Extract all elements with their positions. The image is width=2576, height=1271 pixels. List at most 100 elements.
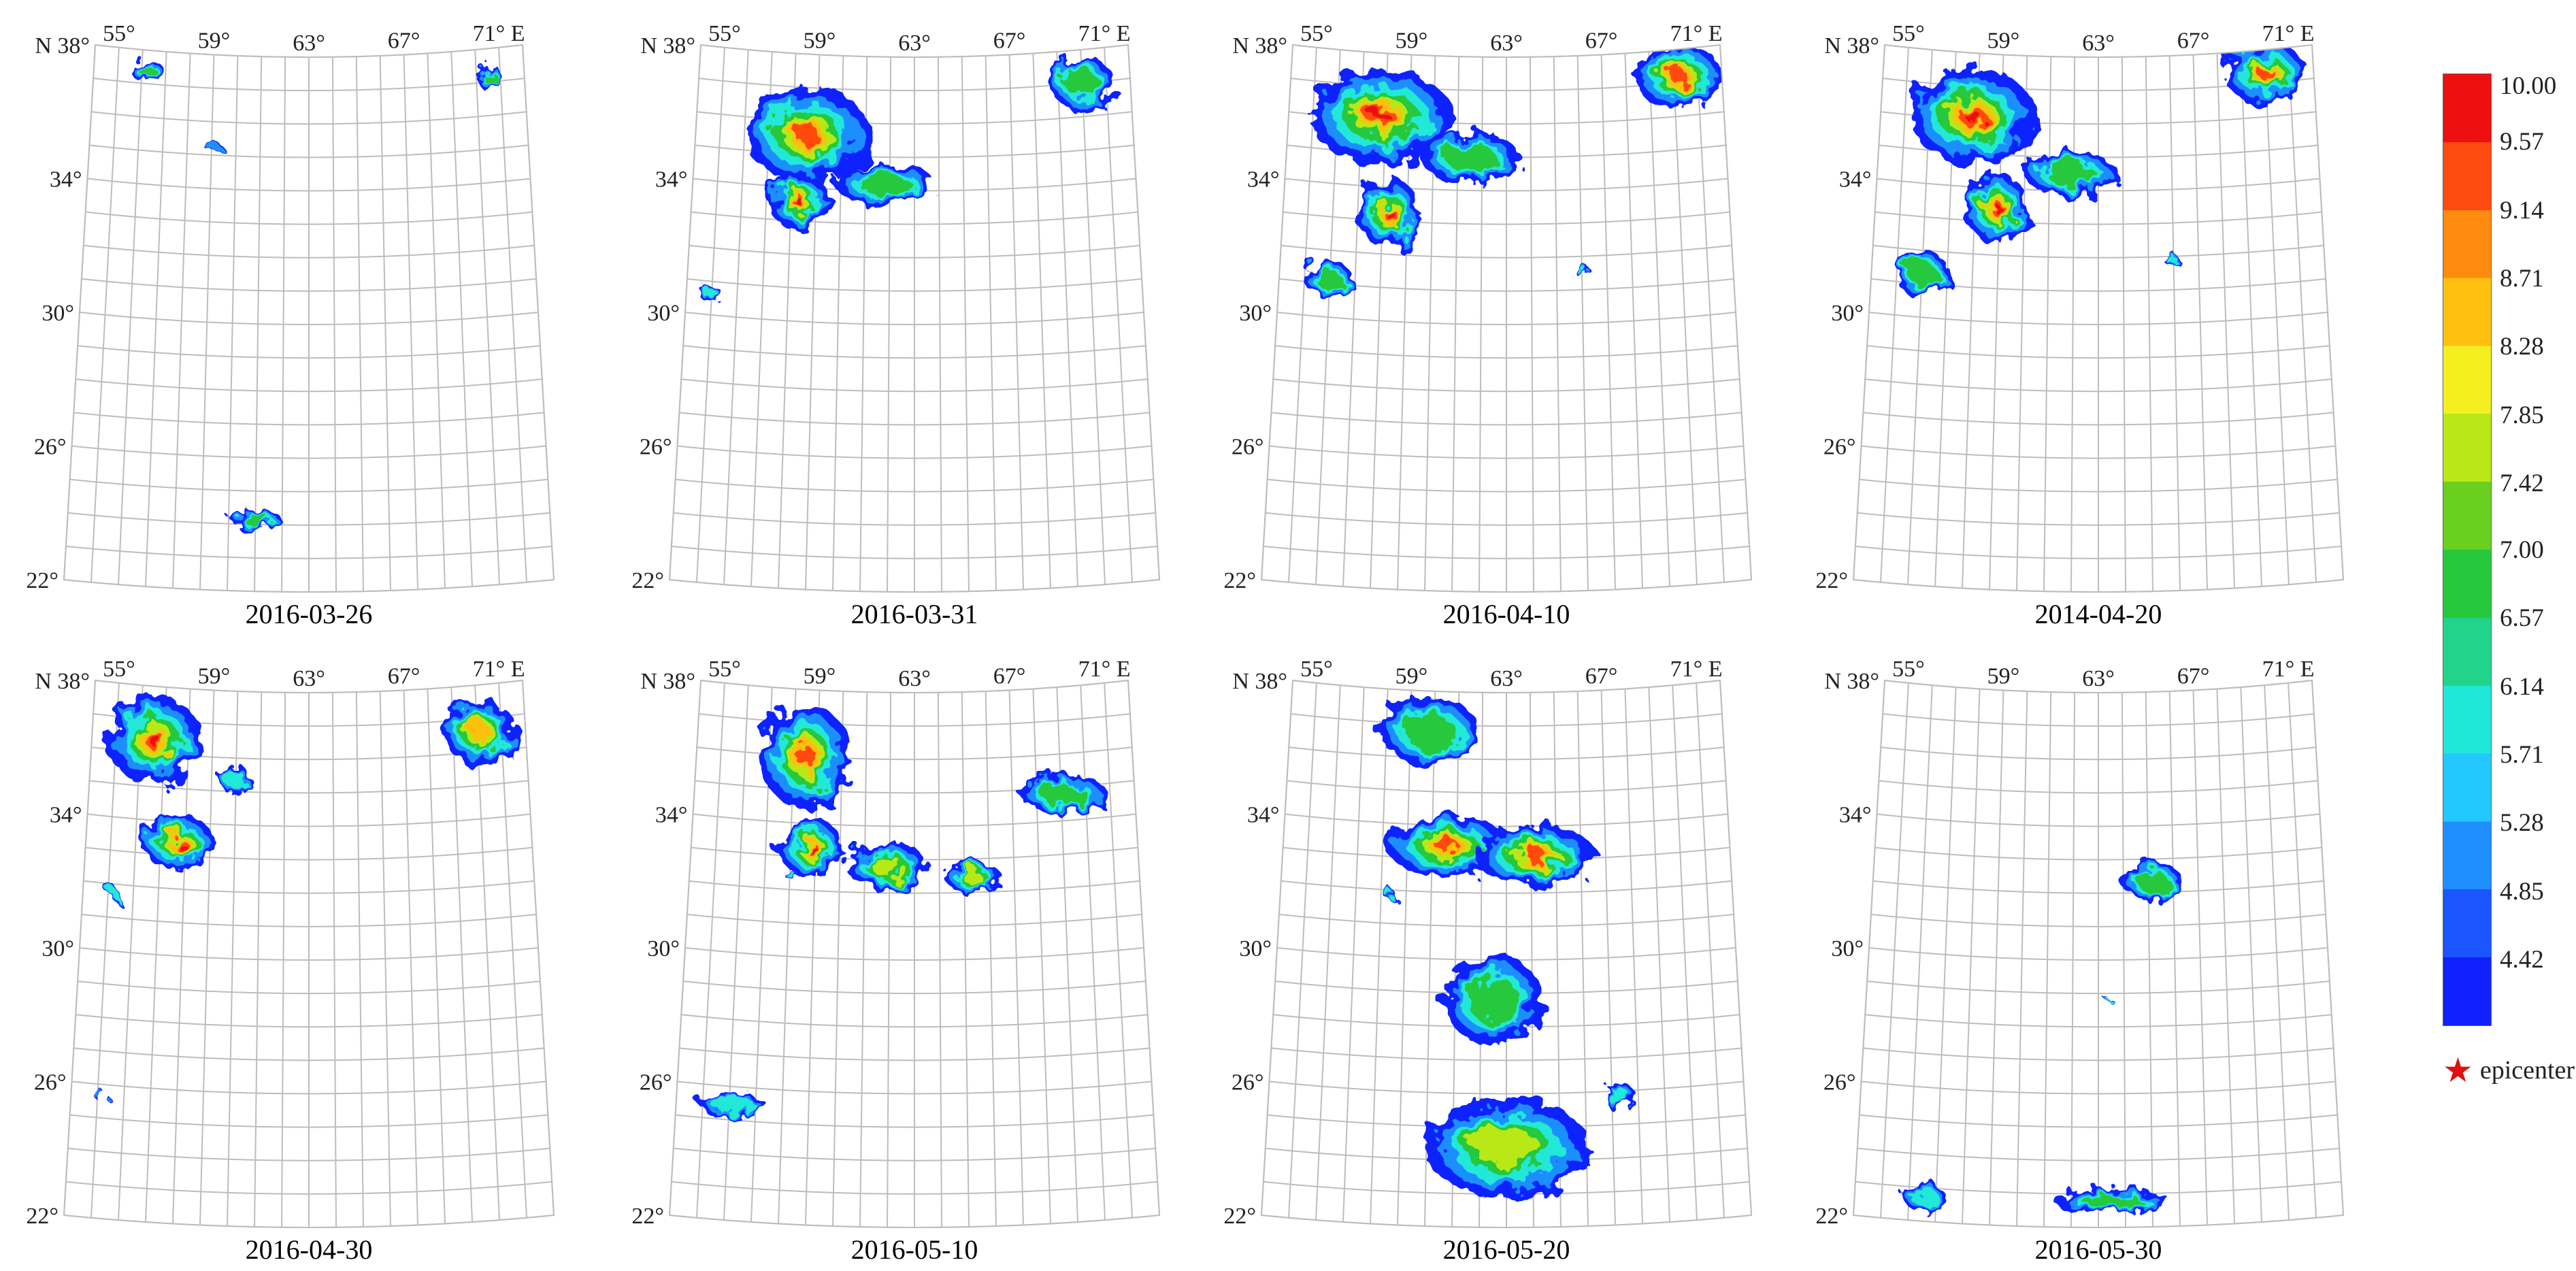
anomaly-contour [795, 125, 821, 144]
longitude-label: 55° [1300, 657, 1333, 682]
latitude-label: 26° [34, 435, 67, 460]
longitude-label: 63° [293, 666, 325, 691]
map-frame [668, 679, 1161, 1229]
latitude-label: 30° [42, 936, 74, 961]
latitude-label: 34° [50, 167, 82, 193]
latitude-label: 26° [1232, 435, 1264, 460]
colorbar-tick-label: 9.14 [2500, 196, 2544, 225]
latitude-label: 22° [631, 1204, 664, 1229]
anomaly-contour [1581, 267, 1588, 279]
anomaly-contour [1912, 1187, 1938, 1209]
anomaly-field [130, 59, 499, 533]
colorbar-tick-label: 4.42 [2500, 946, 2544, 974]
longitude-label: 63° [2082, 31, 2115, 56]
anomaly-contour [1434, 839, 1459, 852]
longitude-label: 63° [1490, 666, 1523, 691]
anomaly-contour [1907, 262, 1936, 286]
longitude-label: 55° [1892, 657, 1925, 682]
anomaly-contour [1523, 850, 1549, 863]
colorbar-legend: 10.00 9.57 9.14 8.71 8.28 7.85 7.42 7.00 6.57 6.1… [2443, 73, 2576, 1026]
longitude-label: 71° E [1670, 657, 1723, 682]
latitude-label: 34° [655, 803, 688, 828]
latitude-label: 26° [640, 1070, 672, 1095]
latitude-label: 34° [655, 167, 688, 193]
panel-date: 2016-03-31 [851, 599, 978, 629]
anomaly-contour [859, 172, 911, 196]
longitude-label: 63° [2082, 666, 2115, 691]
anomaly-contour [806, 844, 814, 851]
anomaly-contour [788, 872, 796, 880]
anomaly-contour [1468, 976, 1520, 1023]
longitude-label: 55° [1300, 21, 1333, 46]
longitude-label: 63° [293, 31, 325, 56]
latitude-label: 22° [631, 568, 664, 593]
longitude-label: 71° E [2262, 657, 2315, 682]
longitude-label: 71° E [1078, 657, 1131, 682]
graticule [1853, 680, 2344, 1229]
longitude-label: 59° [804, 663, 836, 689]
anomaly-contour [795, 197, 802, 205]
map-frame [63, 679, 555, 1229]
panel-date: 2016-04-30 [246, 1234, 373, 1265]
latitude-label: N 38° [1824, 33, 1879, 59]
longitude-label: 67° [1585, 663, 1618, 689]
colorbar [2443, 73, 2492, 1026]
anomaly-contour [704, 289, 719, 301]
colorbar-tick-label: 4.85 [2500, 877, 2544, 906]
latitude-label: 34° [1247, 803, 1280, 828]
longitude-label: 55° [708, 657, 741, 682]
anomaly-contour [961, 869, 983, 882]
longitude-label: 67° [2177, 663, 2210, 689]
latitude-label: N 38° [35, 33, 90, 59]
longitude-label: 67° [388, 663, 420, 689]
panel-date: 2016-04-10 [1443, 599, 1570, 629]
anomaly-contour [245, 515, 271, 527]
anomaly-contour [112, 890, 120, 898]
anomaly-contour [1965, 111, 1981, 122]
longitude-label: 55° [708, 21, 741, 46]
longitude-label: 59° [804, 28, 836, 53]
latitude-label: 22° [26, 568, 59, 593]
longitude-label: 71° E [1670, 21, 1723, 46]
anomaly-contour [1670, 69, 1688, 83]
anomaly-contour [797, 746, 815, 767]
longitude-label: 67° [993, 28, 1026, 53]
map-frame [668, 44, 1161, 593]
latitude-label: 34° [1839, 803, 1872, 828]
map-frame [63, 44, 555, 593]
latitude-label: 26° [640, 435, 672, 460]
anomaly-field [1894, 45, 2307, 296]
anomaly-contour [1040, 784, 1087, 804]
longitude-label: 71° E [473, 657, 525, 682]
anomaly-contour [1385, 889, 1393, 897]
longitude-label: 55° [103, 657, 135, 682]
latitude-label: 34° [1247, 167, 1280, 193]
star-icon: ★ [2443, 1051, 2473, 1090]
latitude-label: 22° [1223, 1204, 1256, 1229]
anomaly-field [97, 695, 516, 1104]
longitude-label: 67° [2177, 28, 2210, 53]
latitude-label: 34° [50, 803, 82, 828]
anomaly-contour [1608, 1088, 1631, 1107]
latitude-label: 22° [1815, 568, 1848, 593]
anomaly-contour [1317, 271, 1343, 289]
anomaly-contour [469, 721, 491, 742]
longitude-label: 63° [898, 666, 931, 691]
latitude-label: 26° [1823, 1070, 1856, 1095]
latitude-label: N 38° [640, 669, 695, 694]
longitude-label: 59° [1396, 28, 1428, 53]
anomaly-contour [173, 838, 182, 846]
map-panel: 55° 59° 63° 67° 71° E N 38° 34° 30° 26° 22° 2016-0… [1223, 21, 1753, 629]
latitude-label: N 38° [1232, 669, 1287, 694]
map-panel: 55° 59° 63° 67° 71° E N 38° 34° 30° 26° 22° 2016-0… [26, 657, 555, 1265]
latitude-label: N 38° [1824, 669, 1879, 694]
panel-date: 2016-03-26 [246, 599, 373, 629]
graticule [669, 44, 1160, 593]
map-panel: 55° 59° 63° 67° 71° E N 38° 34° 30° 26° 22° 2016-0… [26, 21, 555, 629]
latitude-label: 30° [42, 301, 74, 326]
anomaly-contour [1473, 1127, 1540, 1168]
latitude-label: 30° [647, 936, 680, 961]
graticule [63, 44, 555, 593]
latitude-label: 22° [1223, 568, 1256, 593]
